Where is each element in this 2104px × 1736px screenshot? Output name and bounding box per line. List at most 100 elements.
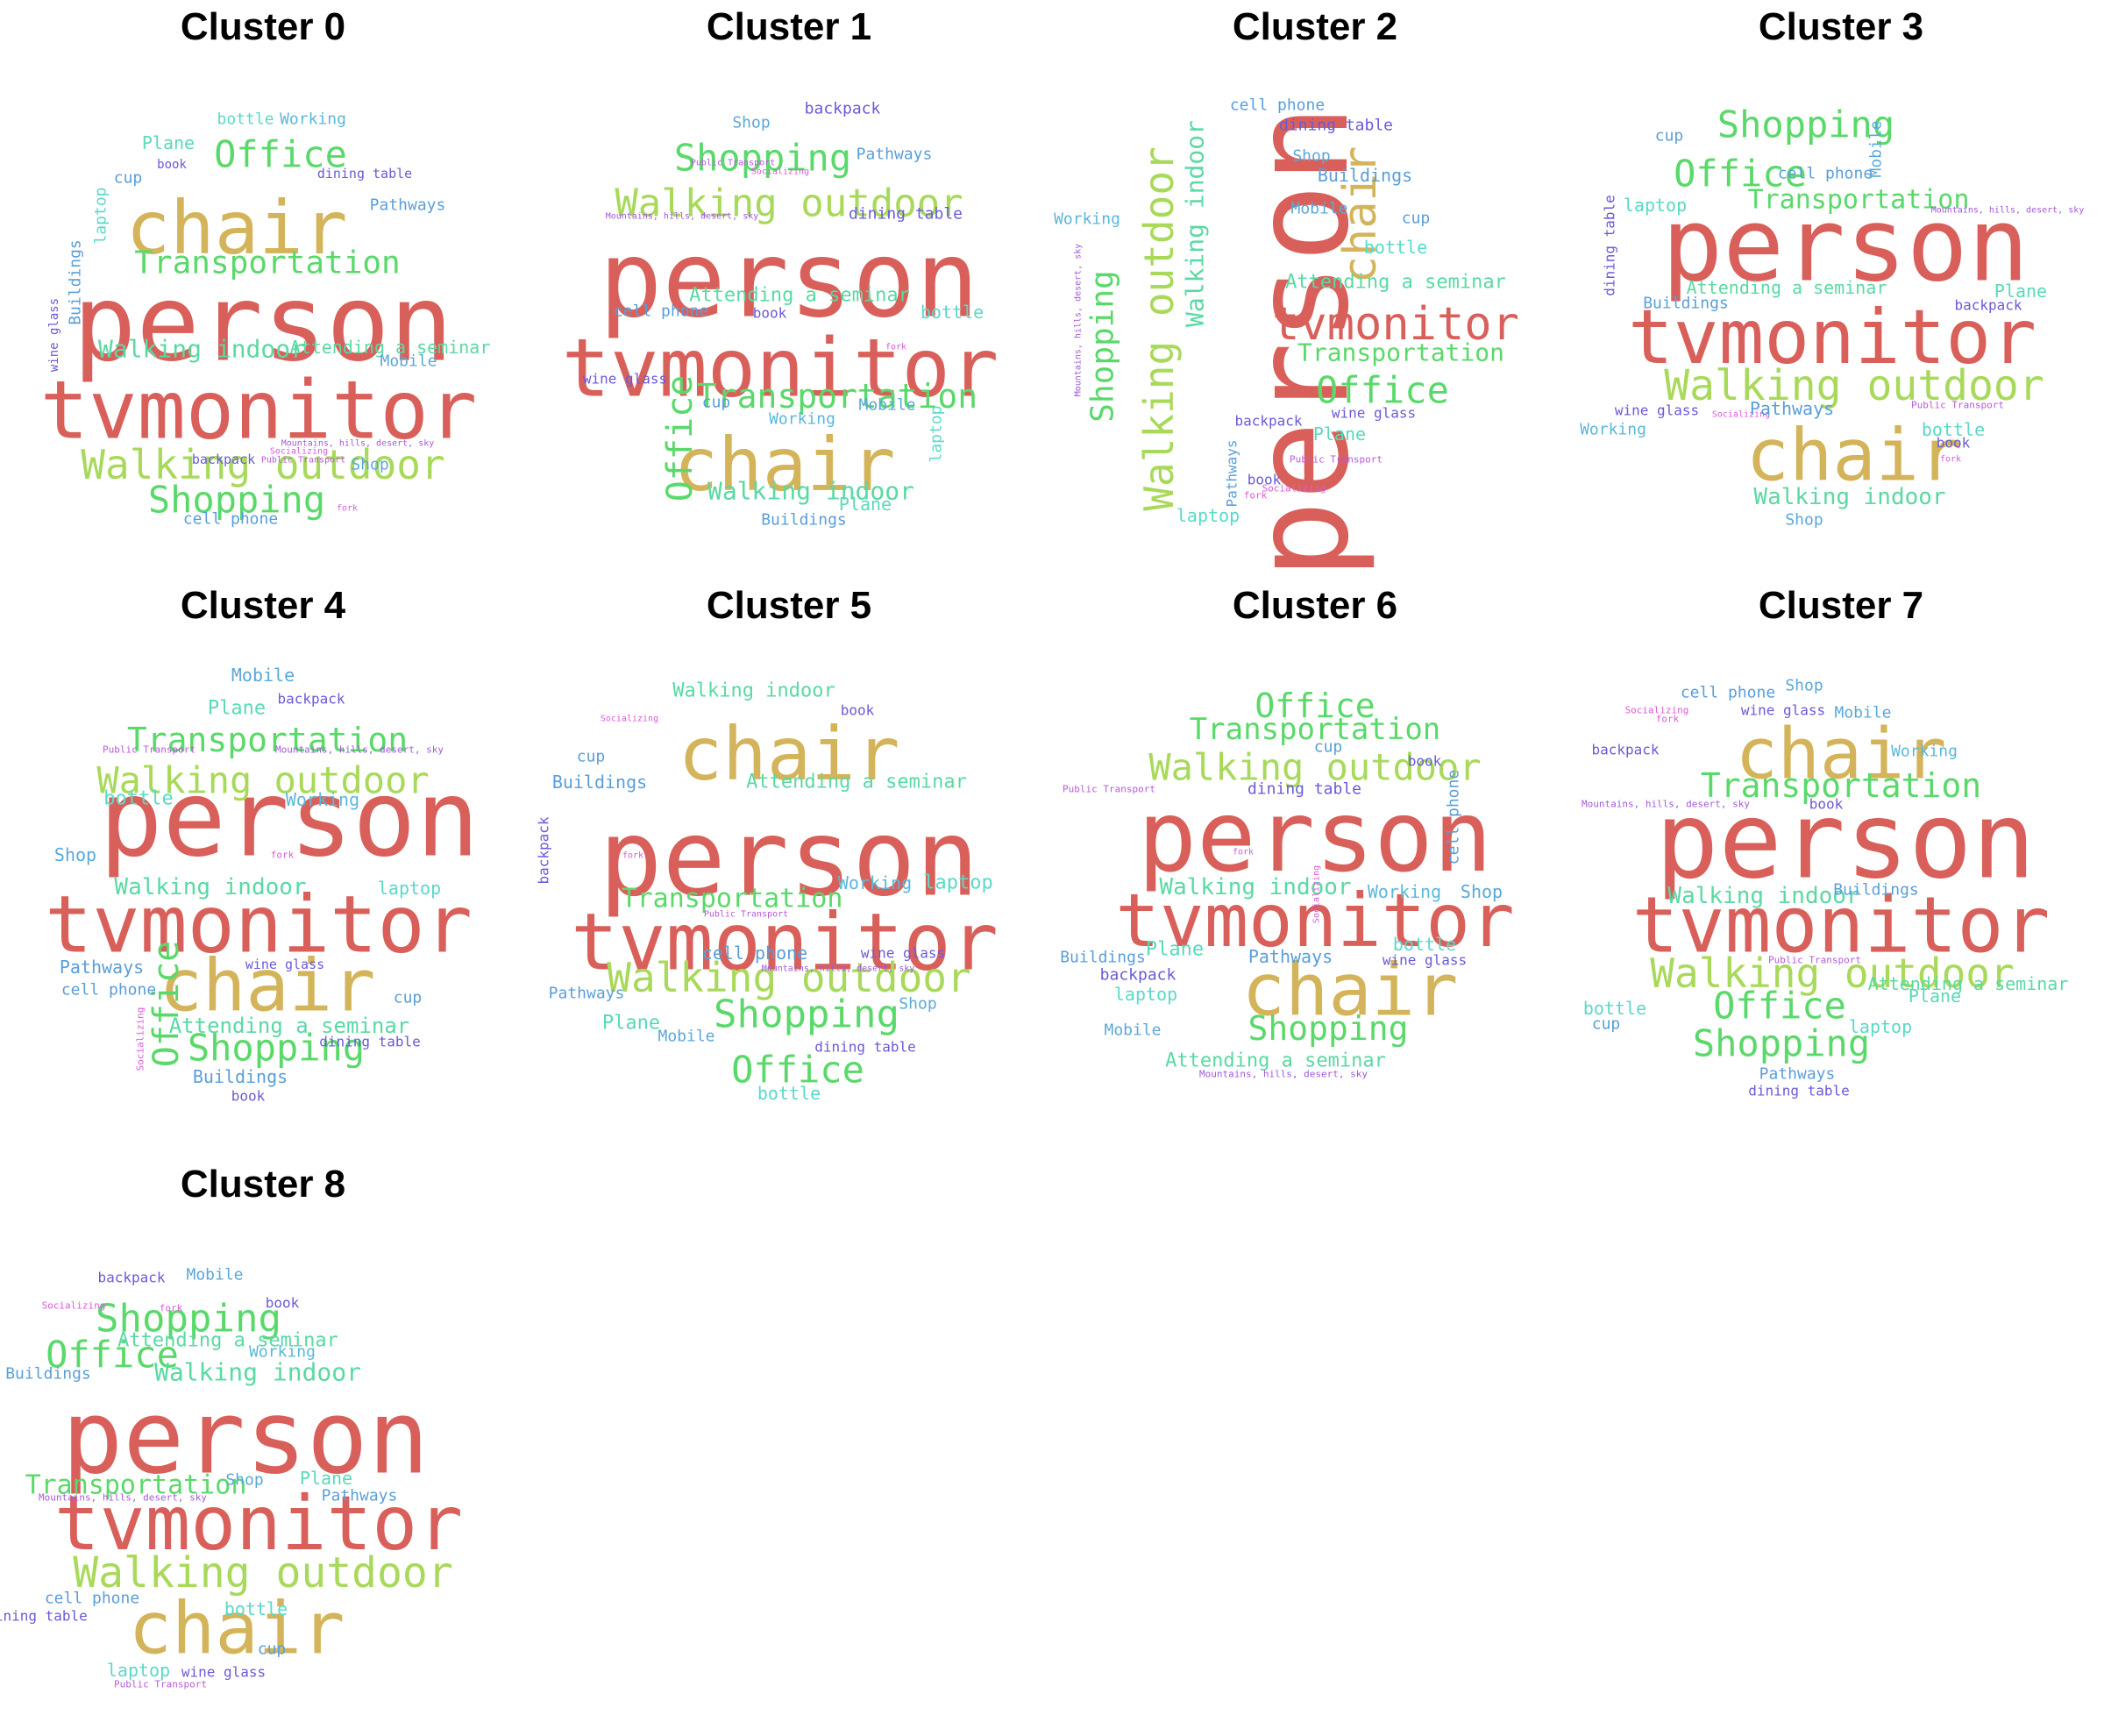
cloud-word: Buildings [761, 511, 847, 530]
cloud-word: Socializing [1712, 410, 1770, 420]
cloud-word: cell phone [1778, 165, 1873, 183]
cloud-word: Working [1368, 881, 1441, 902]
cloud-word: Plane [839, 494, 892, 515]
cloud-word: Shop [732, 114, 770, 132]
cloud-word: laptop [923, 872, 992, 894]
cloud-word: person [99, 759, 479, 881]
cloud-word: Shopping [1085, 270, 1121, 422]
cloud-word: bottle [217, 110, 274, 129]
cloud-word: Walking indoor [1159, 874, 1351, 900]
cloud-word: Walking outdoor [81, 441, 444, 488]
cloud-word: Attending a seminar [1868, 973, 2069, 994]
cloud-word: person [61, 1379, 429, 1498]
cloud-word: bottle [224, 1598, 288, 1619]
cloud-word: dining table [1279, 117, 1393, 135]
cloud-word: Mobile [380, 352, 437, 371]
cloud-word: cell phone [45, 1590, 139, 1608]
cloud-word: Attending a seminar [689, 285, 910, 307]
cloud-word: Shopping [1693, 1022, 1870, 1065]
cloud-word: Shopping [1247, 1009, 1408, 1048]
cloud-word: dining table [319, 1034, 421, 1050]
cluster-title: Cluster 4 [180, 584, 346, 627]
cloud-word: Public Transport [103, 744, 195, 756]
cloud-word: Shop [351, 456, 388, 474]
cloud-word: fork [1244, 490, 1268, 502]
cloud-word: laptop [1114, 984, 1177, 1005]
cloud-word: dining table [0, 1608, 88, 1625]
cloud-word: Mountains, hills, desert, sky [1074, 244, 1084, 397]
cloud-word: fork [885, 343, 906, 352]
cloud-word: Walking indoor [707, 477, 914, 506]
cloud-word: Office [1674, 153, 1807, 196]
cloud-word: cup [577, 748, 606, 766]
cloud-word: person [73, 264, 452, 386]
cloud-word: Walking outdoor [1148, 746, 1481, 789]
cloud-word: wine glass [583, 371, 667, 388]
cloud-word: fork [1656, 714, 1680, 725]
cloud-word: Plane [300, 1468, 352, 1489]
cloud-word: backpack [277, 691, 345, 708]
cloud-word: Public Transport [704, 910, 788, 920]
cloud-word: tvmonitor [54, 1480, 463, 1568]
cloud-word: Working [286, 789, 359, 810]
cloud-word: wine glass [861, 945, 945, 962]
cloud-word: person [599, 220, 978, 342]
cloud-word: Office [1316, 369, 1449, 412]
cloud-word: Mountains, hills, desert, sky [1199, 1069, 1368, 1080]
cloud-word: Shopping [1717, 103, 1894, 146]
cloud-word: Mobile [658, 1028, 714, 1046]
cloud-word: cell phone [1230, 96, 1325, 115]
cloud-word: Walking outdoor [96, 759, 429, 802]
cloud-word: backpack [97, 1270, 165, 1286]
cloud-word: backpack [192, 452, 255, 467]
cloud-word: Socializing [42, 1300, 106, 1312]
cloud-word: Walking outdoor [1650, 950, 2014, 997]
cloud-word: dining table [814, 1039, 916, 1056]
cloud-word: dining table [317, 166, 412, 181]
cloud-word: dining table [1247, 780, 1361, 799]
cloud-word: Walking outdoor [615, 181, 963, 226]
cluster-panel: Cluster 0 person tvmonitor chair Walking out… [0, 0, 526, 579]
cloud-word: book [157, 158, 187, 172]
cloud-word: person [1655, 781, 2035, 903]
cloud-word: Mountains, hills, desert, sky [275, 744, 444, 756]
cloud-word: Mountains, hills, desert, sky [606, 212, 759, 222]
cloud-word: chair [679, 711, 900, 797]
cloud-word: fork [337, 504, 358, 514]
cluster-panel: Cluster 7 person tvmonitor chair Walking out… [1578, 579, 2104, 1157]
cloud-word: Socializing [751, 167, 809, 177]
cloud-word: tvmonitor [1628, 294, 2036, 381]
cloud-word: chair [1736, 714, 1947, 795]
cloud-word: Plane [1994, 281, 2047, 302]
cloud-word: wine glass [1741, 702, 1825, 719]
cloud-word: Working [1580, 421, 1646, 439]
cloud-word: Pathways [1248, 946, 1333, 967]
cloud-word: Buildings [193, 1066, 288, 1087]
cloud-word: backpack [1591, 742, 1659, 758]
cloud-word: Working [280, 110, 346, 129]
cloud-word: Plane [602, 1013, 660, 1035]
cloud-word: dining table [849, 205, 963, 224]
cloud-word: Working [1891, 743, 1958, 761]
cloud-word: Walking outdoor [1664, 361, 2044, 410]
cluster-title: Cluster 7 [1758, 584, 1924, 627]
cloud-word: cup [1402, 210, 1431, 228]
cloud-word: chair [1242, 950, 1459, 1033]
cloud-word: Buildings [5, 1365, 91, 1384]
cloud-word: Shop [899, 995, 936, 1014]
cloud-word: wine glass [181, 1664, 266, 1681]
cloud-word: Mobile [186, 1266, 243, 1284]
cloud-word: Shop [225, 1471, 263, 1490]
cloud-word: backpack [1234, 413, 1302, 430]
cloud-word: chair [129, 1588, 345, 1671]
cloud-word: tvmonitor [45, 879, 473, 971]
cloud-word: Office [214, 133, 347, 176]
cloud-word: dining table [1748, 1083, 1850, 1099]
cloud-word: Working [769, 410, 835, 429]
cloud-word: Walking indoor [1753, 484, 1945, 510]
cloud-word: Transportation [1701, 766, 1981, 805]
cloud-word: Public Transport [1911, 400, 2004, 411]
cluster-title: Cluster 1 [706, 5, 872, 48]
